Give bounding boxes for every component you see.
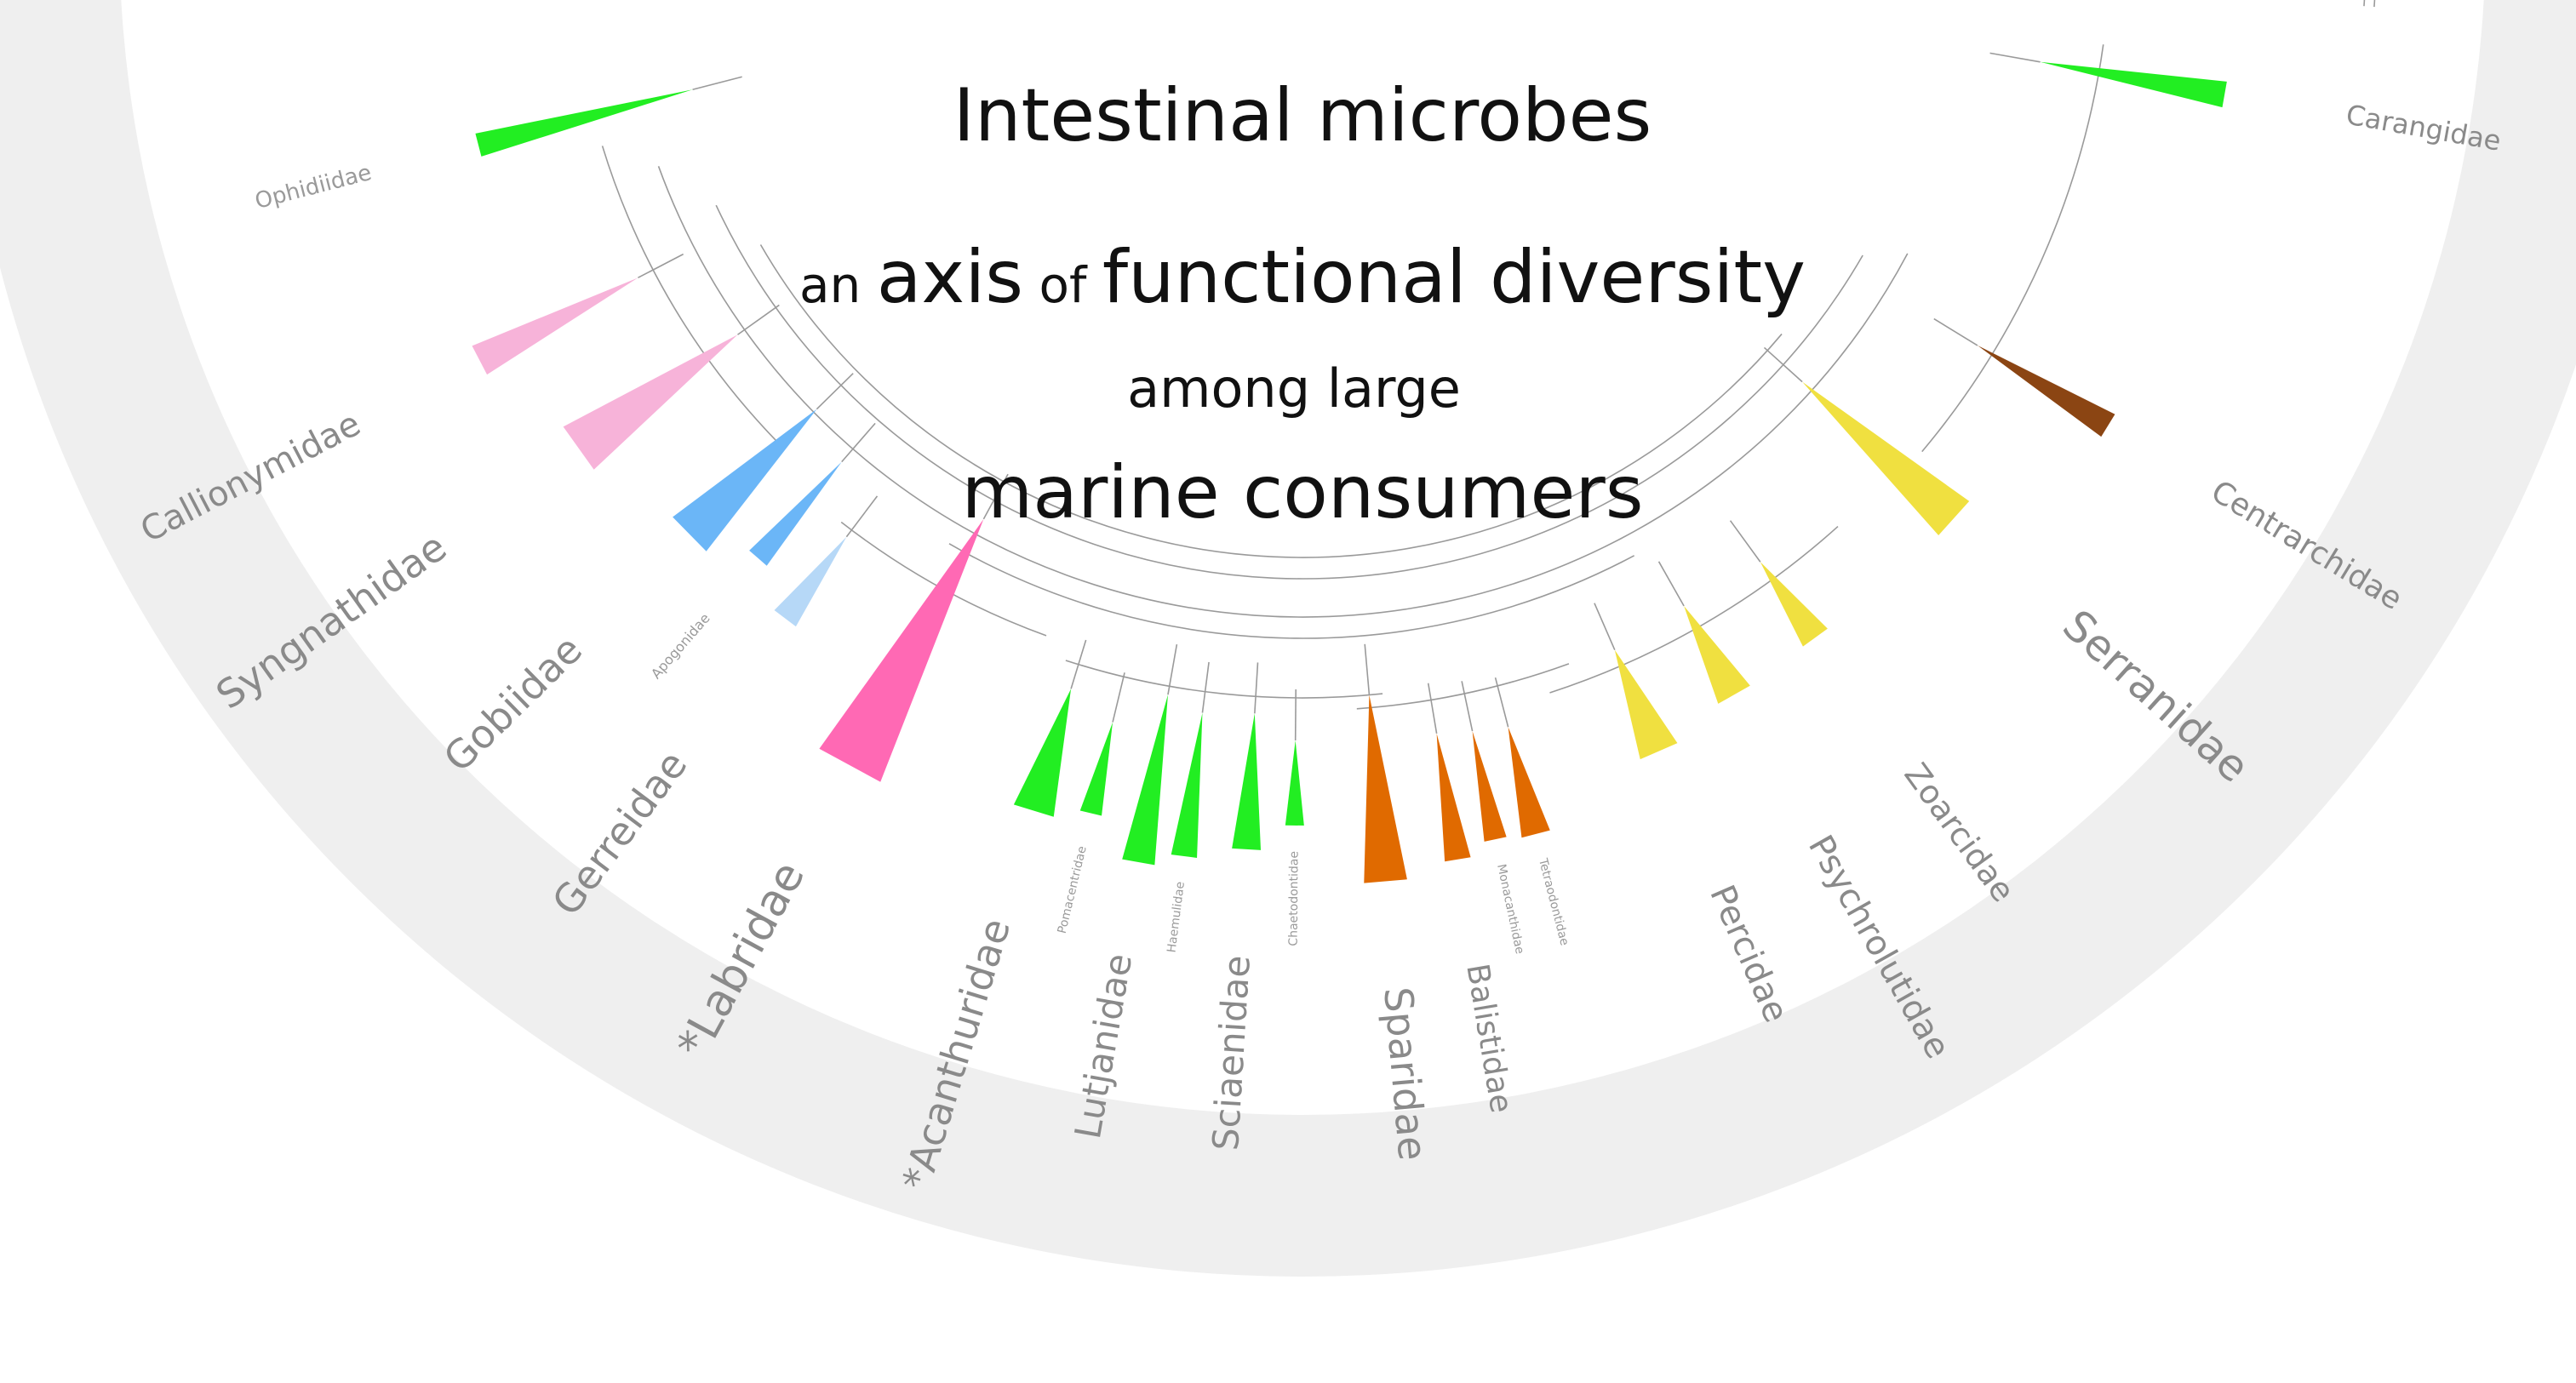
clade-stem (1254, 662, 1259, 714)
clade-wedge (472, 277, 638, 375)
inner-arc (601, 146, 786, 450)
clade-wedges (472, 61, 2227, 883)
family-label: Tetraodontidae (1536, 856, 1571, 947)
inner-arc (1549, 525, 1839, 694)
clade-wedge (1436, 733, 1471, 862)
title-line-3: among large (1127, 357, 1461, 420)
clade-wedge (1472, 731, 1507, 842)
inner-arc (657, 166, 1909, 618)
clade-stem (1594, 603, 1616, 651)
clade-wedge (1684, 606, 1750, 704)
title-line-2-part: of (1023, 256, 1102, 314)
clade-wedge (1285, 740, 1304, 826)
clade-stem (1494, 677, 1509, 728)
root-arc (759, 244, 1783, 558)
clade-stem (816, 373, 854, 410)
clade-stem (845, 495, 879, 538)
clade-wedge (673, 409, 817, 551)
clade-wedge (1079, 722, 1113, 816)
annotation-ring-band (0, 0, 2576, 1277)
clade-stem (1763, 346, 1803, 383)
clade-stem (1364, 643, 1371, 695)
title-line-4: marine consumers (961, 450, 1643, 535)
tree-branches (601, 0, 2376, 740)
outer-arc (2373, 0, 2376, 8)
title-line-2-part: axis (877, 235, 1023, 320)
clade-wedge (475, 89, 693, 157)
family-label: Balistidae (1459, 962, 1519, 1116)
family-label: Apogonidae (648, 610, 713, 682)
clade-stem (1989, 52, 2041, 63)
clade-wedge (1364, 694, 1407, 883)
title-line-2-part: an (799, 256, 877, 314)
inner-arc (948, 543, 1635, 639)
clade-stem (1729, 520, 1761, 563)
inner-arc (1921, 44, 2104, 453)
clade-wedge (819, 518, 984, 782)
clade-wedge (1614, 649, 1678, 760)
family-label: Haemulidae (1165, 881, 1188, 953)
family-label: Zoarcidae (1897, 757, 2022, 909)
family-label: Chaetodontidae (1287, 851, 1302, 946)
clade-wedge (1977, 345, 2115, 437)
clade-wedge (1508, 727, 1550, 838)
family-label: Gerreidae (543, 742, 696, 924)
clade-wedge (749, 461, 842, 566)
family-label: Gobiidae (435, 626, 592, 781)
clade-stem (638, 253, 684, 279)
root-arc (715, 204, 1863, 580)
clade-wedge (1013, 689, 1072, 817)
clade-stem (1201, 661, 1210, 713)
clade-stem (1427, 683, 1438, 734)
clade-stem (1112, 672, 1125, 723)
family-label: Monacanthidae (1494, 863, 1526, 956)
title-line-2: an axis of functional diversity (799, 235, 1806, 320)
outer-arc (2363, 0, 2366, 7)
clade-wedge (1802, 381, 1970, 536)
clade-wedge (2040, 61, 2227, 108)
clade-wedge (774, 536, 847, 627)
clade-wedge (1122, 694, 1168, 866)
clade-stem (1657, 561, 1685, 607)
clade-stem (692, 76, 742, 91)
clade-wedge (1171, 712, 1203, 858)
clade-stem (982, 473, 1009, 520)
title-line-1: Intestinal microbes (953, 73, 1652, 158)
title-block: Intestinal microbes an axis of functiona… (799, 73, 1806, 535)
clade-stem (1294, 689, 1297, 740)
family-label: Pomacentridae (1056, 845, 1090, 935)
clade-stem (1461, 681, 1474, 732)
clade-stem (841, 422, 876, 463)
clade-wedge (1760, 562, 1828, 647)
clade-stem (1933, 317, 1978, 346)
clade-stem (737, 304, 780, 335)
family-label: Ophidiidae (253, 160, 375, 214)
inner-arc (1065, 660, 1383, 699)
clade-wedge (563, 334, 738, 470)
family-label: Percidae (1702, 879, 1795, 1028)
clade-wedge (1232, 713, 1262, 850)
clade-stem (1167, 643, 1178, 695)
title-line-2-part: functional diversity (1102, 235, 1806, 320)
clade-stem (1070, 639, 1087, 689)
annotation-ring (0, 0, 2576, 1277)
